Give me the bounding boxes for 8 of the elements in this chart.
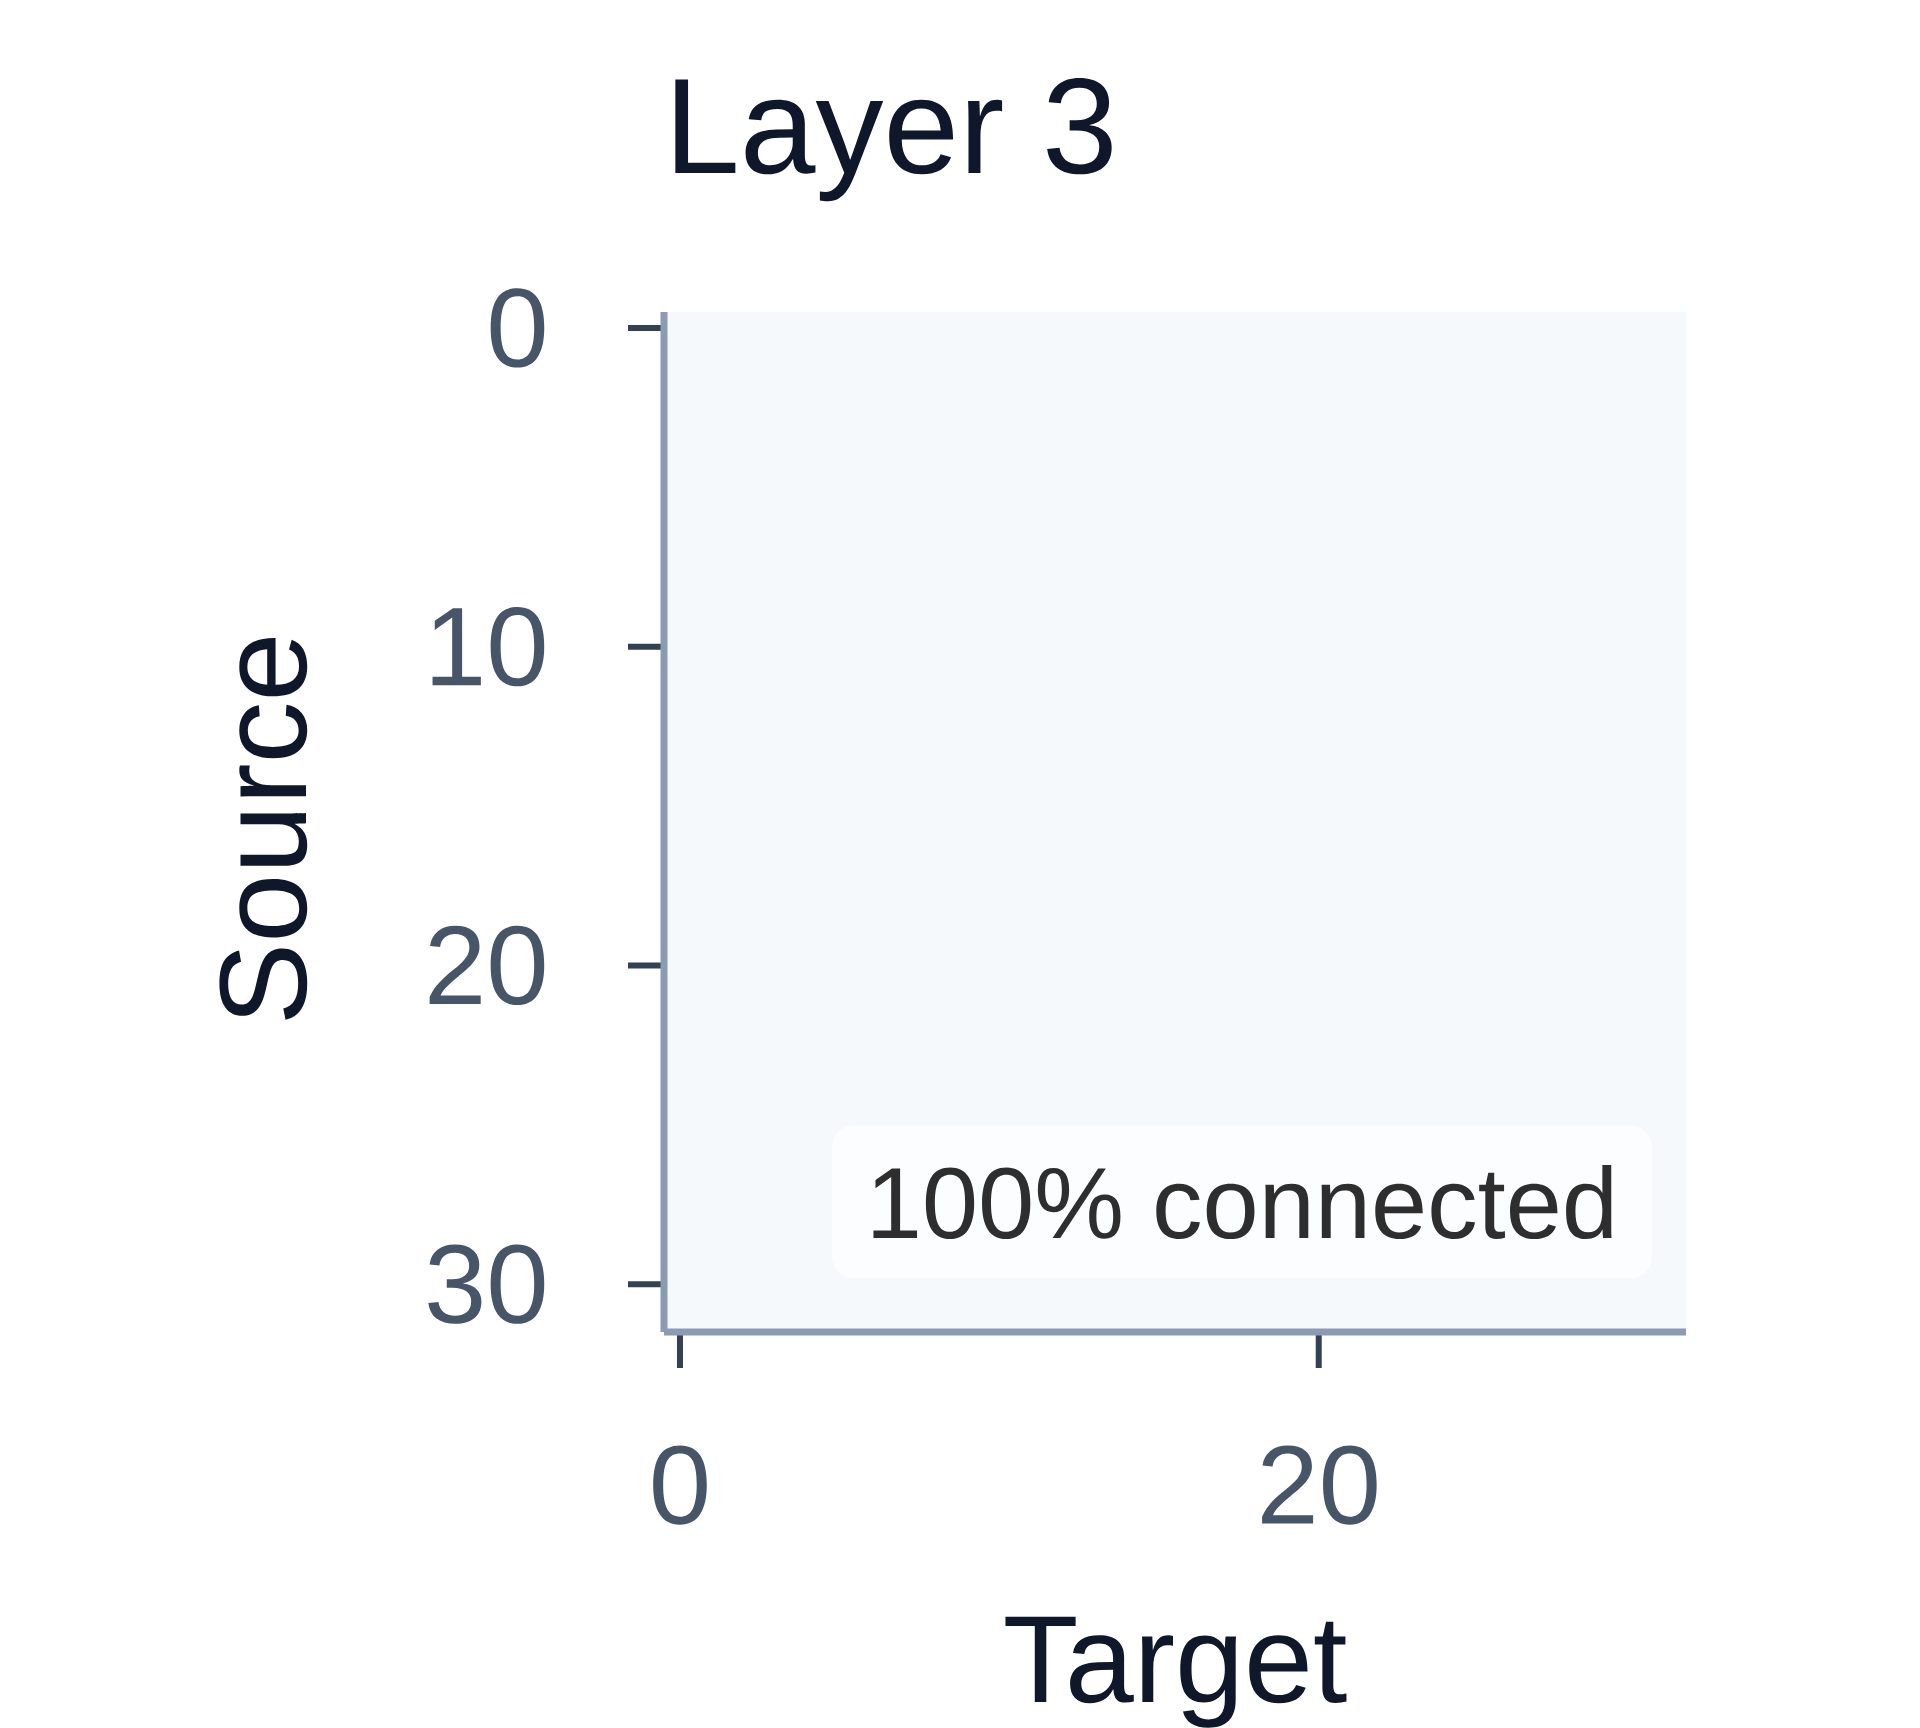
y-tick-label: 30 (428, 1244, 545, 1324)
x-axis-title: Target (1005, 1616, 1347, 1728)
y-tick-label: 20 (429, 925, 545, 1006)
annotation: 100% connected (873, 1164, 1612, 1240)
y-axis-title: Source (219, 638, 308, 1020)
y-tick-label: 0 (490, 288, 545, 368)
chart-title: Layer 3 (675, 78, 1112, 202)
y-tick-label: 10 (432, 607, 545, 687)
